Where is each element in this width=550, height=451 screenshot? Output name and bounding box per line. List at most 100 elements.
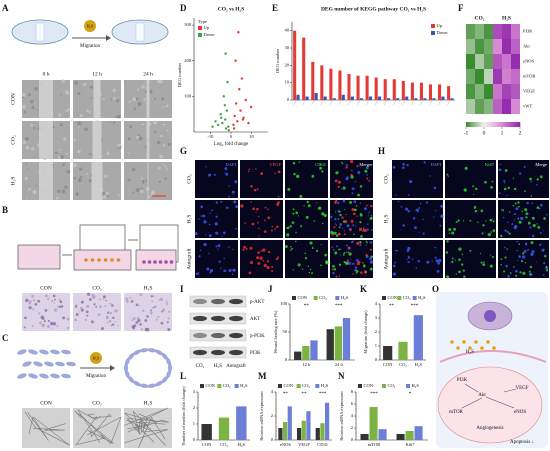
image-texture [354, 208, 357, 212]
vessel-network [123, 407, 169, 426]
image-texture [309, 268, 312, 271]
image-texture [480, 209, 484, 213]
image-texture [299, 225, 302, 228]
x-tick-label: H₂S [415, 362, 423, 367]
image-texture [77, 92, 81, 96]
image-texture [436, 269, 440, 273]
bar [338, 70, 342, 100]
data-point [227, 129, 230, 132]
image-texture [411, 258, 414, 260]
image-texture [33, 126, 36, 130]
image-texture [228, 195, 230, 198]
image-texture [35, 185, 37, 187]
image-texture [539, 203, 543, 207]
heatmap-cell [475, 24, 484, 39]
image-texture [348, 246, 351, 250]
panel-letter: M [258, 371, 267, 381]
image-texture [22, 104, 26, 109]
cell-icon [132, 349, 142, 356]
image-texture [451, 231, 455, 235]
legend-swatch [431, 24, 435, 28]
image-texture [479, 252, 482, 255]
medium [73, 249, 132, 271]
micrograph [445, 200, 496, 238]
heatmap-cell [466, 99, 475, 114]
image-texture [461, 253, 464, 256]
image-texture [335, 171, 339, 175]
chart-title: CO₂ vs H₂S [218, 6, 245, 12]
y-tick-label: 1 [375, 343, 377, 348]
image-texture [370, 214, 373, 217]
image-texture [512, 204, 515, 207]
cell-icon [147, 383, 157, 388]
bar [369, 407, 378, 440]
image-texture [525, 242, 528, 245]
image-texture [31, 294, 35, 298]
image-texture [363, 264, 366, 268]
image-texture [208, 252, 210, 254]
image-texture [109, 302, 112, 305]
image-texture [458, 247, 462, 251]
image-texture [132, 316, 136, 321]
image-texture [517, 217, 520, 220]
y-tick-label: 300 [184, 22, 192, 27]
image-texture [357, 171, 361, 175]
image-texture [53, 308, 56, 310]
image-texture [139, 189, 144, 194]
micrograph [22, 293, 70, 331]
image-texture [526, 201, 529, 205]
x-tick-label: CO₂ [220, 442, 228, 447]
image-texture [298, 161, 301, 163]
y-axis-label: Relative mRNA expression [259, 391, 264, 441]
image-texture [208, 223, 211, 226]
image-texture [489, 264, 493, 268]
image-texture [402, 224, 405, 227]
image-texture [56, 324, 59, 328]
image-texture [228, 246, 230, 248]
scratch-gap [39, 162, 53, 200]
micrograph [124, 293, 172, 331]
annotation: ** [304, 304, 310, 309]
image-texture [57, 196, 60, 199]
protein-label: p-AKT [250, 300, 264, 305]
image-texture [492, 220, 495, 223]
y-tick-label: 30 [285, 45, 290, 50]
cell-icon [50, 373, 60, 379]
image-texture [276, 225, 279, 229]
cell-icon [90, 258, 95, 262]
legend-title: Type [198, 19, 207, 24]
reagent-dot [486, 340, 490, 344]
image-texture [135, 321, 139, 324]
image-texture [339, 210, 341, 213]
image-texture [417, 210, 420, 213]
image-texture [359, 202, 361, 204]
image-texture [438, 258, 442, 263]
image-texture [107, 311, 110, 315]
image-texture [135, 303, 139, 307]
image-texture [117, 143, 121, 148]
image-texture [252, 207, 255, 211]
image-texture [243, 245, 246, 249]
image-texture [86, 314, 89, 317]
legend-swatch [315, 384, 320, 388]
image-texture [23, 110, 27, 114]
image-texture [455, 221, 458, 224]
image-texture [258, 235, 260, 237]
heatmap-cell [466, 54, 475, 69]
blot-band [211, 315, 225, 322]
bar [387, 98, 391, 100]
image-texture [407, 261, 410, 264]
image-texture [539, 207, 541, 210]
image-texture [65, 152, 69, 156]
image-texture [93, 303, 96, 306]
colorbar-label: 2 [519, 130, 522, 136]
image-texture [523, 249, 527, 253]
image-texture [507, 186, 510, 190]
image-texture [531, 202, 534, 205]
image-texture [36, 108, 38, 111]
x-tick-label: CON [383, 362, 393, 367]
legend-label: CO₂ [319, 295, 327, 300]
image-texture [34, 302, 38, 306]
image-texture [338, 248, 341, 251]
data-point [227, 125, 230, 128]
